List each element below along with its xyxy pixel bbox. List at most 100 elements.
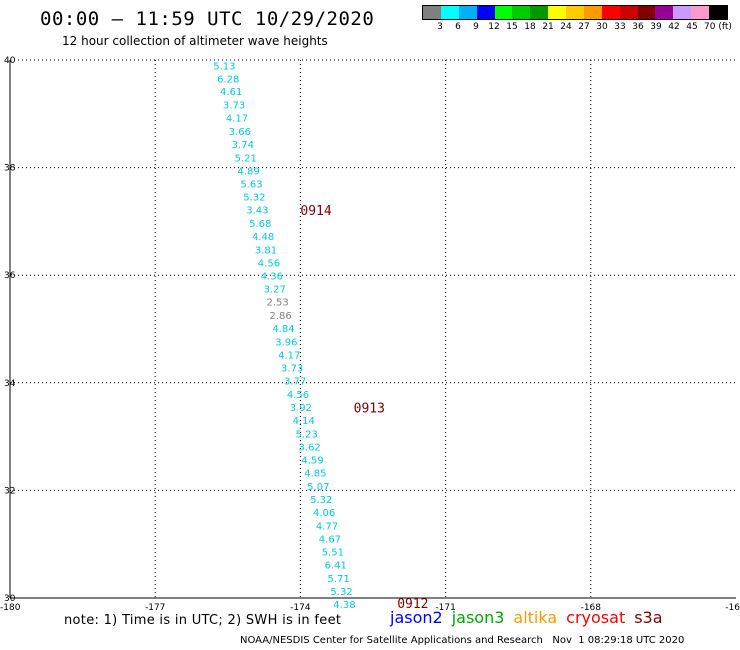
swh-data-label: 4.61 [220,87,242,98]
swh-data-label: 5.21 [235,153,257,164]
colorbar-cell [423,6,441,19]
colorbar-cell [548,6,566,19]
x-tick-label: -177 [145,603,165,610]
swh-data-label: 6.28 [217,74,239,85]
swh-data-label: 4.84 [272,324,294,335]
chart-subtitle: 12 hour collection of altimeter wave hei… [62,34,328,48]
swh-data-label: 3.73 [223,101,245,112]
y-tick-label: 40 [4,56,16,66]
swh-data-label: 5.07 [307,482,329,493]
colorbar-cell [440,6,459,19]
colorbar-label: 15 [506,22,518,32]
colorbar-cell [512,6,531,19]
colorbar-label: 33 [614,22,626,32]
colorbar-label: 21 [542,22,554,32]
time-annotation: 0913 [354,402,385,417]
colorbar-label: 45 [686,22,698,32]
swh-data-label: 3.43 [246,206,268,217]
swh-data-label: 4.06 [313,508,335,519]
swh-data-label: 3.62 [298,442,320,453]
satellite-legend: jason2 jason3 altika cryosat s3a [390,608,672,627]
time-annotation: 0912 [397,597,428,610]
x-tick-label: -171 [435,603,455,610]
legend-item-altika: altika [513,608,558,627]
swh-data-label: 5.51 [322,548,344,559]
footer-credit: NOAA/NESDIS Center for Satellite Applica… [240,635,685,646]
colorbar-label: 3 [437,22,443,32]
colorbar-label: 18 [524,22,536,32]
swh-data-label: 3.77 [284,377,306,388]
y-tick-label: 38 [4,164,16,174]
colorbar-label: 70 (ft) [704,22,732,32]
colorbar-cell [691,6,709,19]
legend-item-s3a: s3a [634,608,663,627]
swh-data-label: 3.66 [229,127,251,138]
swh-data-label: 5.68 [249,219,271,230]
colorbar-cell [637,6,656,19]
swh-data-label: 5.71 [328,574,350,585]
chart-title: 00:00 – 11:59 UTC 10/29/2020 [40,8,375,30]
swh-data-label: 5.32 [310,495,332,506]
legend-item-jason2: jason2 [390,608,443,627]
swh-data-label: 5.13 [213,61,235,72]
swh-data-label: 3.74 [232,140,254,151]
colorbar-cell [530,6,549,19]
swh-data-label: 4.56 [258,258,280,269]
x-tick-label: -168 [581,603,602,610]
swh-data-label: 5.32 [243,193,265,204]
swh-data-label: 3.81 [255,245,277,256]
colorbar-cell [655,6,674,19]
swh-data-label: 5.23 [296,429,318,440]
colorbar-cell [494,6,513,19]
colorbar-label: 39 [650,22,662,32]
swh-data-label: 4.67 [319,534,341,545]
swh-data-label: 4.38 [333,600,355,610]
y-tick-label: 34 [4,379,16,389]
colorbar-cell [476,6,495,19]
swh-data-label: 4.89 [237,166,259,177]
swh-data-label: 5.63 [240,180,262,191]
colorbar-label: 6 [455,22,461,32]
swh-data-label: 3.27 [264,285,286,296]
swh-data-label: 4.17 [226,114,248,125]
colorbar-label: 27 [578,22,590,32]
swh-data-label: 4.77 [316,521,338,532]
colorbar-cell [458,6,477,19]
colorbar-cell [566,6,584,19]
x-tick-label: -180 [0,603,21,610]
y-tick-label: 36 [4,271,16,281]
swh-data-label: 4.48 [252,232,274,243]
swh-data-label: 4.56 [287,390,309,401]
swh-data-label: 4.14 [293,416,315,427]
colorbar-cell [673,6,692,19]
legend-item-cryosat: cryosat [566,608,626,627]
x-tick-label: -16 [725,603,740,610]
swh-data-label: 4.85 [304,469,326,480]
colorbar-label: 12 [488,22,500,32]
swh-data-label: 2.86 [269,311,291,322]
colorbar-label: 9 [473,22,479,32]
wave-height-chart: 30 32 34 36 38 40 -180 -177 -174 -171 -168 -16 5.13 6… [0,56,740,610]
colorbar-cell [619,6,638,19]
colorbar [422,5,728,20]
x-tick-label: -174 [290,603,311,610]
colorbar-label: 30 [596,22,608,32]
colorbar-labels: 3 6 9 12 15 18 21 24 27 30 33 36 39 42 45 70 (ft) [422,22,740,34]
time-annotation: 0914 [300,204,331,219]
legend-item-jason3: jason3 [451,608,505,627]
colorbar-cell [709,6,727,19]
swh-data-label: 5.32 [330,587,352,598]
swh-data-label: 6.41 [325,561,347,572]
colorbar-label: 24 [560,22,572,32]
colorbar-cell [583,6,602,19]
y-tick-label: 30 [4,594,16,604]
colorbar-cell [601,6,620,19]
swh-data-label: 3.96 [275,337,297,348]
swh-data-label: 4.17 [278,350,300,361]
note-text: note: 1) Time is in UTC; 2) SWH is in fe… [64,613,342,628]
y-tick-label: 32 [4,486,15,496]
swh-data-label: 3.92 [290,403,312,414]
swh-data-label: 3.73 [281,364,303,375]
swh-data-label: 4.59 [301,456,323,467]
colorbar-label: 42 [668,22,680,32]
